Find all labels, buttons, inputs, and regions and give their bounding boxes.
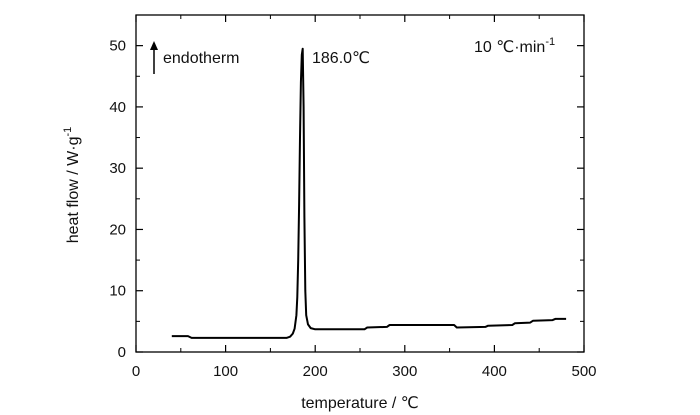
- heat-flow-line: [171, 47, 567, 339]
- endotherm-arrow-icon: [150, 41, 158, 74]
- x-axis-label: temperature / ℃: [301, 395, 419, 412]
- x-axis-ticks: 0 100 200 300 400 500: [132, 15, 597, 380]
- y-axis-label-main: heat flow / W·g: [65, 137, 82, 244]
- y-tick-label: 20: [109, 221, 126, 238]
- y-tick-label: 0: [118, 344, 126, 361]
- x-tick-label: 100: [213, 363, 238, 380]
- y-axis-ticks: 0 10 20 30 40 50: [109, 14, 584, 361]
- heating-rate-main: 10 ℃·min: [474, 39, 545, 56]
- y-tick-label: 40: [109, 99, 126, 116]
- y-tick-label: 10: [109, 283, 126, 300]
- heating-rate-label: 10 ℃·min-1: [474, 36, 555, 56]
- y-tick-label: 30: [109, 160, 126, 177]
- x-tick-label: 400: [482, 363, 507, 380]
- y-axis-label-superscript: -1: [62, 127, 74, 137]
- heating-rate-superscript: -1: [545, 36, 555, 48]
- endotherm-label: endotherm: [163, 50, 240, 67]
- y-axis-label: heat flow / W·g-1: [62, 127, 82, 243]
- x-tick-label: 500: [571, 363, 596, 380]
- x-tick-label: 0: [132, 363, 140, 380]
- y-tick-label: 50: [109, 38, 126, 55]
- x-tick-label: 200: [303, 363, 328, 380]
- x-tick-label: 300: [392, 363, 417, 380]
- peak-label: 186.0℃: [312, 50, 370, 67]
